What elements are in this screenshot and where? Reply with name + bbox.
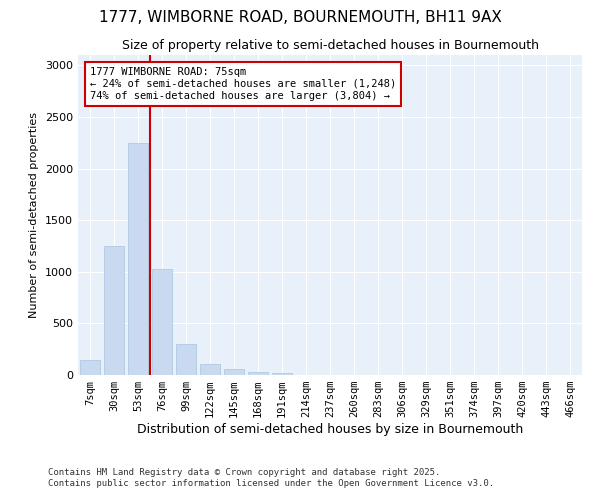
Bar — [128, 142, 148, 375]
Text: 1777, WIMBORNE ROAD, BOURNEMOUTH, BH11 9AX: 1777, WIMBORNE ROAD, BOURNEMOUTH, BH11 9… — [98, 10, 502, 25]
Bar — [176, 344, 196, 375]
Title: Size of property relative to semi-detached houses in Bournemouth: Size of property relative to semi-detach… — [121, 40, 539, 52]
Bar — [248, 372, 268, 375]
Bar — [152, 268, 172, 375]
X-axis label: Distribution of semi-detached houses by size in Bournemouth: Distribution of semi-detached houses by … — [137, 423, 523, 436]
Text: 1777 WIMBORNE ROAD: 75sqm
← 24% of semi-detached houses are smaller (1,248)
74% : 1777 WIMBORNE ROAD: 75sqm ← 24% of semi-… — [90, 68, 396, 100]
Bar — [80, 360, 100, 375]
Bar — [272, 373, 292, 375]
Bar — [104, 246, 124, 375]
Text: Contains HM Land Registry data © Crown copyright and database right 2025.
Contai: Contains HM Land Registry data © Crown c… — [48, 468, 494, 487]
Bar — [200, 364, 220, 375]
Y-axis label: Number of semi-detached properties: Number of semi-detached properties — [29, 112, 40, 318]
Bar — [224, 370, 244, 375]
